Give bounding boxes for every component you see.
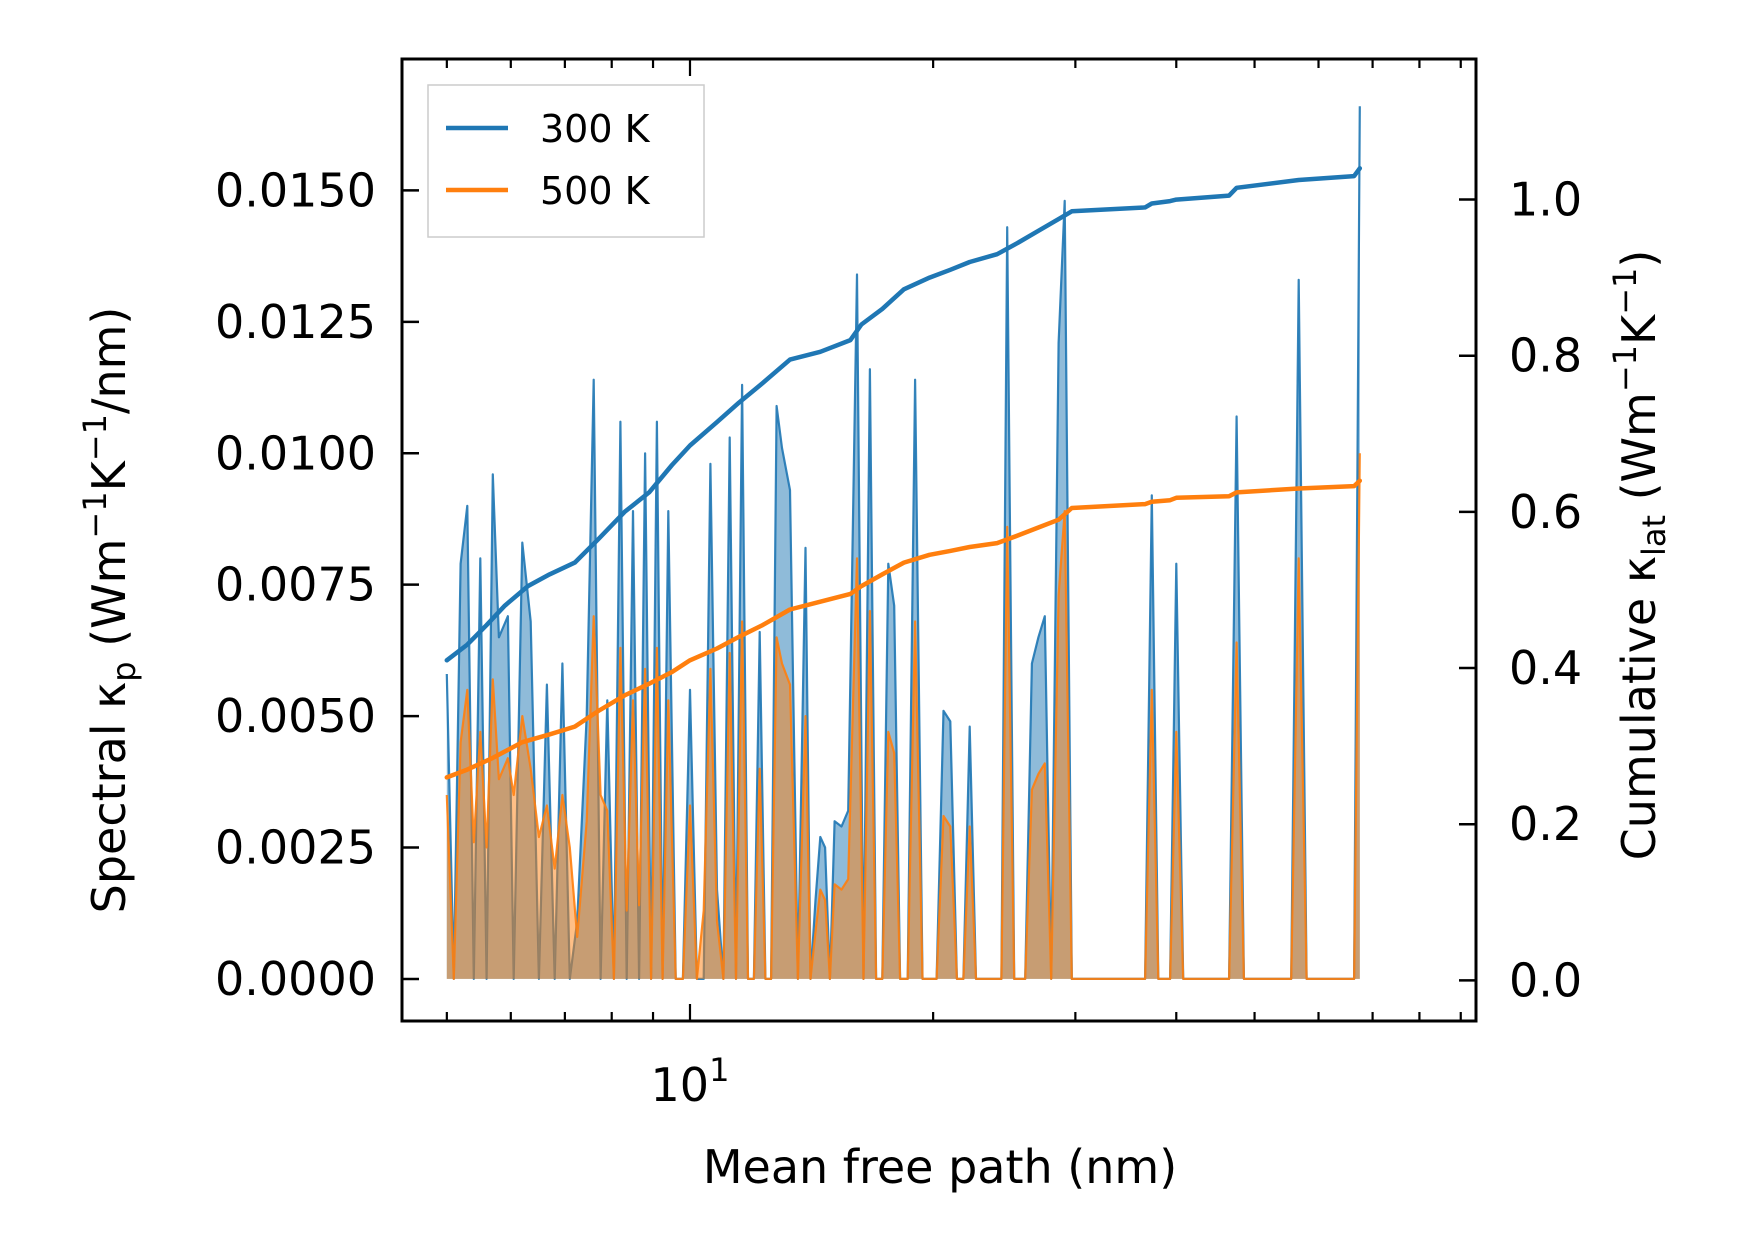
left-y-tick-label: 0.0125 (215, 295, 376, 349)
left-y-tick-label: 0.0025 (215, 821, 376, 875)
left-y-tick-label: 0.0150 (215, 163, 376, 217)
right-label-subscript: lat (1635, 515, 1673, 556)
legend-label-300k: 300 K (540, 107, 651, 151)
left-y-tick-label: 0.0100 (215, 426, 376, 480)
axes: 0.00000.00250.00500.00750.01000.01250.01… (215, 57, 1582, 1112)
left-label-subscript: p (105, 661, 143, 681)
legend-box (427, 84, 705, 238)
left-y-tick-label: 0.0075 (215, 558, 376, 612)
right-y-tick-label: 0.2 (1509, 797, 1582, 851)
x-axis-label: Mean free path (nm) (703, 1140, 1177, 1194)
right-label-part-7: ) (1612, 250, 1666, 268)
right-y-tick-label: 0.6 (1509, 485, 1582, 539)
left-label-part-3: (Wm (82, 539, 136, 662)
x-tick-label-exponent: 1 (709, 1051, 729, 1089)
left-label-exponent-2: −1 (76, 414, 114, 461)
left-y-tick-label: 0.0050 (215, 689, 376, 743)
right-label-part-1: Cumulative κ (1612, 556, 1666, 860)
right-label-part-5: K (1612, 313, 1666, 345)
legend: 300 K 500 K (427, 84, 705, 238)
left-label-part-1: Spectral κ (82, 682, 136, 914)
left-y-tick-label: 0.0000 (215, 952, 376, 1006)
right-label-exponent-2: −1 (1606, 268, 1644, 315)
spectral-area-500k (446, 453, 1360, 979)
x-tick-label: 101 (651, 1051, 730, 1112)
left-label-part-5: K (82, 459, 136, 491)
left-axis-label: Spectral κp (Wm−1K−1/nm) (76, 307, 143, 914)
cumulative-line-500k (444, 478, 1363, 780)
x-tick-label-base: 10 (651, 1058, 710, 1112)
left-label-part-7: /nm) (82, 307, 136, 414)
plot-area (444, 106, 1363, 980)
left-label-exponent-1: −1 (76, 491, 114, 538)
right-label-part-3: (Wm (1612, 392, 1666, 515)
right-y-tick-label: 1.0 (1509, 173, 1582, 227)
right-y-tick-label: 0.4 (1509, 641, 1582, 695)
axes-frame (400, 57, 1478, 1023)
right-y-tick-label: 0.8 (1509, 329, 1582, 383)
legend-label-500k: 500 K (540, 169, 651, 213)
right-y-tick-label: 0.0 (1509, 953, 1582, 1007)
right-axis-label: Cumulative κlat (Wm−1K−1) (1606, 250, 1673, 861)
spectral-line-500k (445, 453, 1361, 980)
right-label-exponent-1: −1 (1606, 345, 1644, 392)
cumulative-line-300k (444, 166, 1363, 663)
